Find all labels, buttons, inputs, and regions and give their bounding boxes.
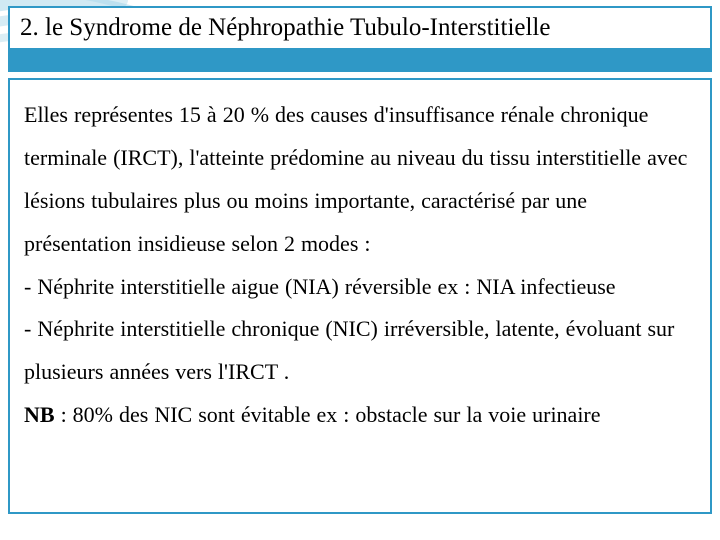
body-box: Elles représentes 15 à 20 % des causes d… [8,78,712,514]
body-text: Elles représentes 15 à 20 % des causes d… [24,94,696,437]
title-container: 2. le Syndrome de Néphropathie Tubulo-In… [8,6,712,52]
paragraph-3: - Néphrite interstitielle chronique (NIC… [24,308,696,394]
nb-label: NB [24,402,55,427]
slide-title: 2. le Syndrome de Néphropathie Tubulo-In… [20,14,700,42]
paragraph-nb: NB : 80% des NIC sont évitable ex : obst… [24,394,696,437]
paragraph-1: Elles représentes 15 à 20 % des causes d… [24,94,696,266]
title-underline [8,48,712,72]
title-box: 2. le Syndrome de Néphropathie Tubulo-In… [8,6,712,52]
paragraph-2: - Néphrite interstitielle aigue (NIA) ré… [24,266,696,309]
nb-rest: : 80% des NIC sont évitable ex : obstacl… [55,402,601,427]
